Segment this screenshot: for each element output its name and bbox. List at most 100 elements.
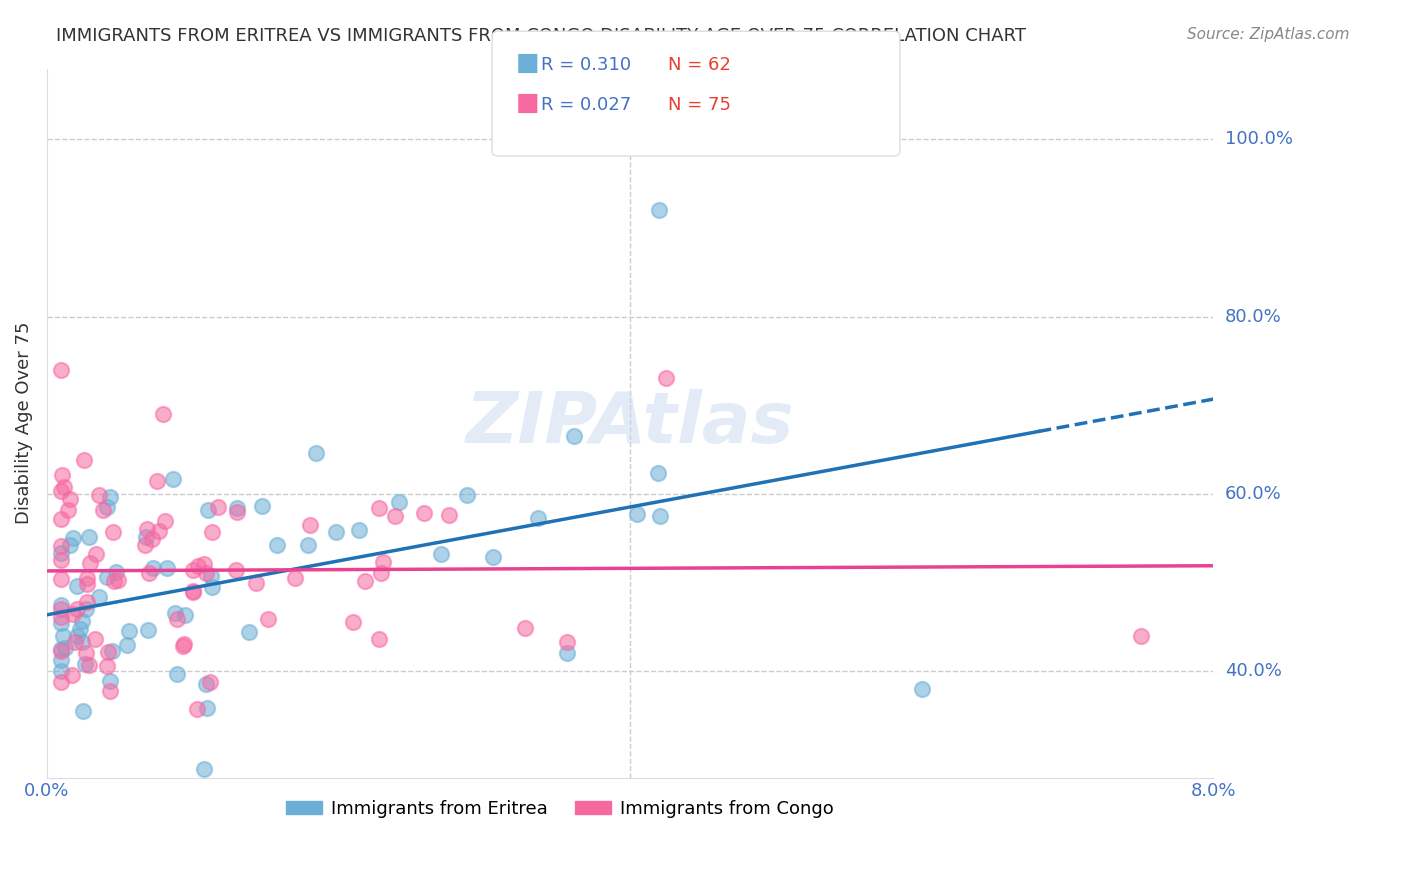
Immigrants from Eritrea — [200, 569, 222, 583]
Immigrants from Eritrea — [155, 560, 177, 574]
Immigrants from Congo — [439, 508, 461, 522]
Immigrants from Congo — [166, 612, 188, 626]
Immigrants from Eritrea — [238, 625, 260, 640]
Immigrants from Congo — [51, 602, 73, 616]
Immigrants from Eritrea — [65, 629, 87, 643]
Immigrants from Congo — [75, 646, 97, 660]
Immigrants from Congo — [51, 467, 73, 482]
Immigrants from Congo — [51, 511, 73, 525]
Immigrants from Congo — [87, 487, 110, 501]
Immigrants from Eritrea — [166, 666, 188, 681]
Immigrants from Congo — [153, 514, 176, 528]
Immigrants from Eritrea — [98, 673, 121, 688]
Immigrants from Congo — [107, 574, 129, 588]
Immigrants from Congo — [98, 683, 121, 698]
Immigrants from Congo — [172, 639, 194, 653]
Immigrants from Congo — [134, 538, 156, 552]
Immigrants from Eritrea — [96, 500, 118, 514]
Immigrants from Congo — [1129, 629, 1152, 643]
Immigrants from Eritrea — [430, 547, 453, 561]
Immigrants from Congo — [58, 502, 80, 516]
Immigrants from Congo — [384, 508, 406, 523]
Immigrants from Congo — [146, 475, 169, 489]
Text: 100.0%: 100.0% — [1225, 130, 1292, 148]
Immigrants from Congo — [96, 659, 118, 673]
Immigrants from Eritrea — [135, 531, 157, 545]
Immigrants from Eritrea — [201, 580, 224, 594]
Immigrants from Congo — [51, 644, 73, 658]
Immigrants from Congo — [181, 584, 204, 599]
Text: N = 75: N = 75 — [668, 96, 731, 114]
Immigrants from Congo — [103, 574, 125, 589]
Immigrants from Eritrea — [266, 538, 288, 552]
Immigrants from Congo — [51, 553, 73, 567]
Immigrants from Congo — [207, 500, 229, 514]
Immigrants from Congo — [555, 635, 578, 649]
Immigrants from Congo — [136, 522, 159, 536]
Immigrants from Congo — [173, 637, 195, 651]
Immigrants from Congo — [141, 532, 163, 546]
Immigrants from Congo — [225, 563, 247, 577]
Y-axis label: Disability Age Over 75: Disability Age Over 75 — [15, 322, 32, 524]
Immigrants from Eritrea — [96, 570, 118, 584]
Immigrants from Eritrea — [138, 623, 160, 637]
Legend: Immigrants from Eritrea, Immigrants from Congo: Immigrants from Eritrea, Immigrants from… — [278, 793, 841, 825]
Immigrants from Congo — [245, 576, 267, 591]
Immigrants from Congo — [59, 492, 82, 507]
Immigrants from Congo — [413, 506, 436, 520]
Immigrants from Eritrea — [193, 763, 215, 777]
Text: ZIPAtlas: ZIPAtlas — [465, 389, 794, 458]
Immigrants from Eritrea — [325, 525, 347, 540]
Immigrants from Congo — [193, 557, 215, 571]
Immigrants from Eritrea — [53, 640, 76, 655]
Immigrants from Eritrea — [252, 499, 274, 513]
Immigrants from Congo — [201, 524, 224, 539]
Immigrants from Eritrea — [648, 508, 671, 523]
Immigrants from Eritrea — [195, 701, 218, 715]
Immigrants from Congo — [51, 363, 73, 377]
Immigrants from Eritrea — [51, 642, 73, 657]
Immigrants from Congo — [342, 615, 364, 629]
Immigrants from Eritrea — [101, 644, 124, 658]
Immigrants from Congo — [51, 675, 73, 690]
Immigrants from Congo — [148, 524, 170, 538]
Immigrants from Congo — [53, 480, 76, 494]
Immigrants from Eritrea — [72, 704, 94, 718]
Immigrants from Eritrea — [226, 501, 249, 516]
Immigrants from Congo — [76, 571, 98, 585]
Immigrants from Eritrea — [104, 566, 127, 580]
Immigrants from Congo — [187, 558, 209, 573]
Immigrants from Congo — [77, 657, 100, 672]
Immigrants from Eritrea — [52, 629, 75, 643]
Immigrants from Eritrea — [482, 549, 505, 564]
Immigrants from Eritrea — [72, 614, 94, 628]
Immigrants from Eritrea — [142, 561, 165, 575]
Immigrants from Eritrea — [73, 657, 96, 671]
Immigrants from Eritrea — [62, 531, 84, 545]
Immigrants from Eritrea — [626, 507, 648, 521]
Text: R = 0.027: R = 0.027 — [541, 96, 631, 114]
Immigrants from Eritrea — [51, 616, 73, 631]
Immigrants from Congo — [284, 572, 307, 586]
Immigrants from Congo — [79, 556, 101, 570]
Immigrants from Congo — [354, 574, 377, 589]
Immigrants from Eritrea — [51, 653, 73, 667]
Text: IMMIGRANTS FROM ERITREA VS IMMIGRANTS FROM CONGO DISABILITY AGE OVER 75 CORRELAT: IMMIGRANTS FROM ERITREA VS IMMIGRANTS FR… — [56, 27, 1026, 45]
Immigrants from Eritrea — [526, 510, 548, 524]
Text: R = 0.310: R = 0.310 — [541, 56, 631, 74]
Immigrants from Congo — [515, 622, 537, 636]
Immigrants from Eritrea — [51, 664, 73, 678]
Immigrants from Eritrea — [555, 646, 578, 660]
Immigrants from Congo — [66, 602, 89, 616]
Text: Source: ZipAtlas.com: Source: ZipAtlas.com — [1187, 27, 1350, 42]
Text: N = 62: N = 62 — [668, 56, 731, 74]
Immigrants from Eritrea — [911, 681, 934, 696]
Immigrants from Congo — [256, 612, 278, 626]
Immigrants from Congo — [51, 483, 73, 498]
Immigrants from Congo — [84, 548, 107, 562]
Immigrants from Congo — [138, 566, 160, 580]
Immigrants from Eritrea — [388, 495, 411, 509]
Immigrants from Congo — [373, 555, 395, 569]
Immigrants from Congo — [370, 566, 392, 580]
Immigrants from Congo — [51, 539, 73, 553]
